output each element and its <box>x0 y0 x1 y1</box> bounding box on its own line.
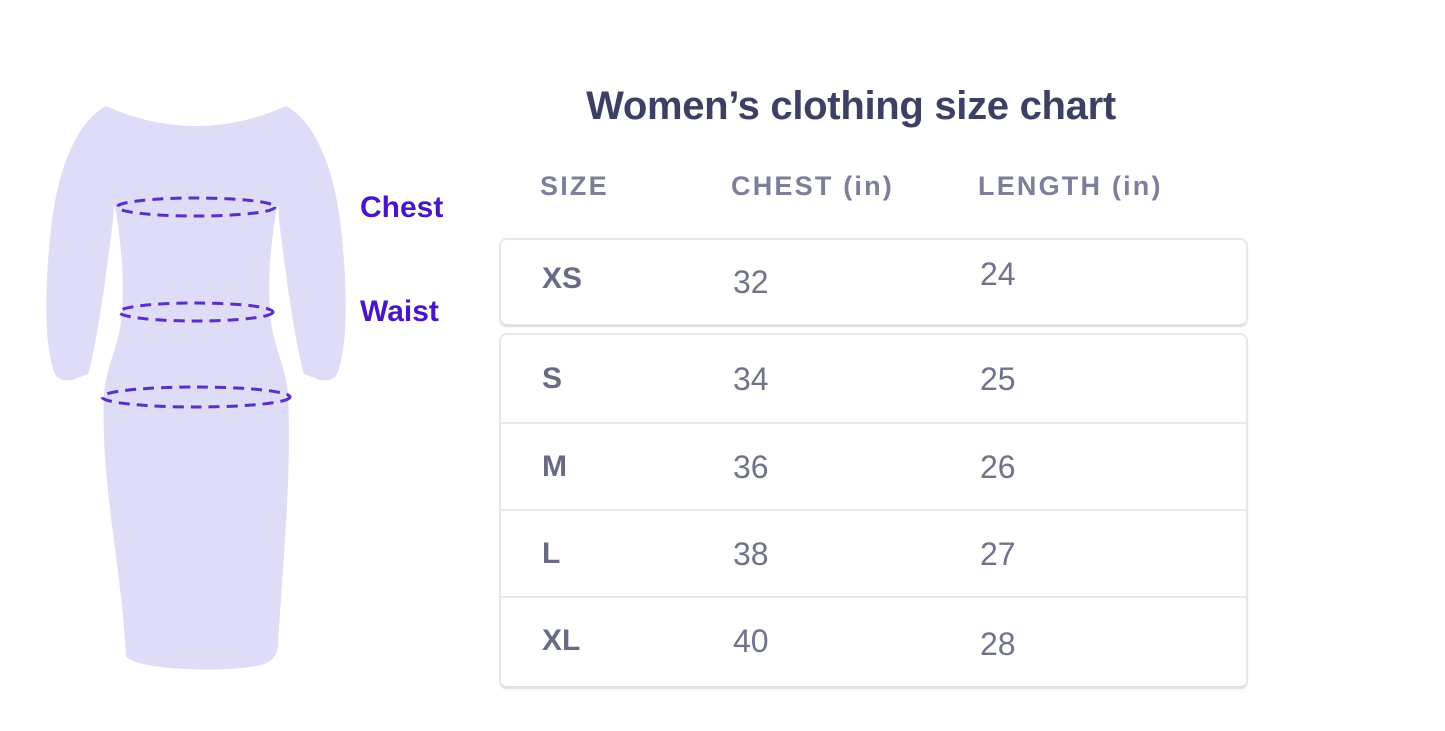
column-header-length: LENGTH (in) <box>978 171 1163 201</box>
waist-measurement-line <box>117 301 275 323</box>
column-header-chest: CHEST (in) <box>731 171 894 201</box>
length-cell: 26 <box>980 448 1016 485</box>
size-cell: XS <box>542 262 583 295</box>
size-cell: M <box>542 449 567 483</box>
hip-measurement-line <box>100 385 292 409</box>
table-row: L 38 27 <box>501 509 1246 596</box>
chest-cell: 32 <box>733 264 769 300</box>
column-header-size: SIZE <box>540 171 609 201</box>
dress-body <box>103 106 289 670</box>
length-cell: 28 <box>980 625 1016 662</box>
size-cell: XL <box>542 623 581 657</box>
chest-measurement-line <box>115 196 277 218</box>
chest-cell: 38 <box>733 535 769 572</box>
size-cell: S <box>542 361 563 395</box>
dress-illustration <box>46 106 346 670</box>
length-cell: 27 <box>980 535 1016 572</box>
dress-left-sleeve <box>46 106 115 381</box>
table-card-xs: XS 32 24 <box>499 238 1248 327</box>
table-row: M 36 26 <box>501 422 1246 509</box>
page-title: Women’s clothing size chart <box>586 84 1116 128</box>
table-row: XS 32 24 <box>501 240 1246 324</box>
length-cell: 24 <box>980 256 1016 292</box>
waist-label: Waist <box>360 295 439 328</box>
size-cell: L <box>542 536 561 570</box>
table-header-row: SIZE CHEST (in) LENGTH (in) <box>499 173 1248 200</box>
table-row: S 34 25 <box>501 335 1246 422</box>
chest-cell: 34 <box>733 360 769 397</box>
chest-cell: 36 <box>733 448 769 485</box>
chest-label: Chest <box>360 191 444 224</box>
length-cell: 25 <box>980 360 1016 397</box>
table-card-main: S 34 25 M 36 26 L 38 27 XL 40 28 <box>499 333 1248 689</box>
dress-right-sleeve <box>277 106 346 381</box>
table-row: XL 40 28 <box>501 596 1246 683</box>
chest-cell: 40 <box>733 622 769 659</box>
